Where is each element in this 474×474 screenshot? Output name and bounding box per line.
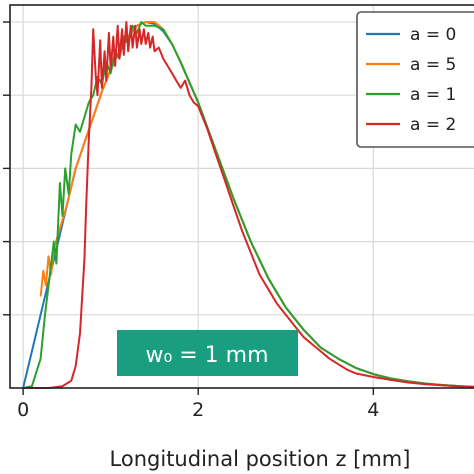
ticks: 0 2 4 bbox=[3, 21, 379, 421]
annotation-text: w₀ = 1 mm bbox=[145, 343, 268, 368]
x-tick-label: 4 bbox=[367, 399, 379, 421]
legend-label-0: a = 0 bbox=[410, 25, 456, 45]
x-tick-label: 2 bbox=[192, 399, 204, 421]
series-lines bbox=[22, 21, 474, 389]
legend-label-3: a = 2 bbox=[410, 115, 456, 135]
legend-label-2: a = 1 bbox=[410, 85, 456, 105]
series-line-3 bbox=[23, 21, 474, 389]
x-axis-label: Longitudinal position z [mm] bbox=[110, 447, 411, 471]
annotation-background bbox=[117, 330, 298, 376]
annotation-box: w₀ = 1 mm bbox=[117, 330, 298, 376]
legend-label-1: a = 5 bbox=[410, 55, 456, 75]
x-tick-label: 0 bbox=[17, 399, 29, 421]
legend-frame bbox=[356, 11, 474, 148]
plot-frame bbox=[9, 4, 474, 389]
legend: a = 0 a = 5 a = 1 a = 2 bbox=[356, 11, 474, 148]
